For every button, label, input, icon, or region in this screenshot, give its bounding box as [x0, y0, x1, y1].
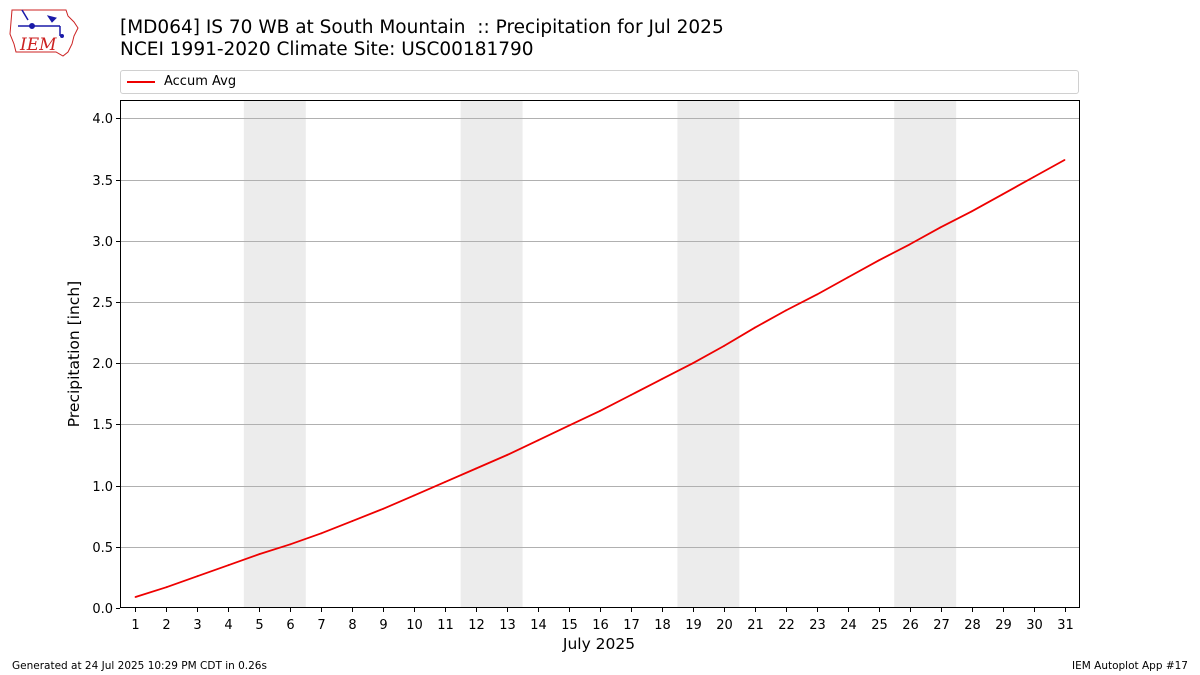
iem-logo: IEM	[9, 9, 79, 57]
x-tick-label: 9	[379, 618, 387, 633]
x-tick-label: 25	[871, 618, 888, 633]
x-tick-label: 29	[995, 618, 1012, 633]
weather-station-icon	[18, 9, 64, 38]
weekend-band	[243, 100, 306, 608]
x-tick-label: 15	[561, 618, 578, 633]
x-tick-label: 11	[437, 618, 454, 633]
y-tick-label: 4.0	[92, 112, 113, 127]
data-point	[692, 362, 694, 365]
data-point	[908, 243, 911, 246]
data-point	[661, 378, 663, 380]
x-tick-label: 27	[933, 618, 950, 633]
x-tick-label: 1	[131, 618, 139, 633]
data-point	[784, 309, 787, 312]
data-point	[506, 454, 508, 456]
x-tick-label: 12	[468, 618, 485, 633]
plot-frame	[120, 100, 1080, 608]
data-point	[320, 532, 323, 535]
data-point	[568, 424, 570, 427]
x-tick-label: 2	[162, 618, 170, 633]
iowa-outline-icon	[9, 9, 79, 57]
data-point	[537, 439, 539, 442]
data-point	[227, 564, 230, 567]
legend-label: Accum Avg	[164, 74, 237, 89]
data-point	[753, 326, 756, 329]
data-point	[1032, 176, 1035, 179]
data-point	[382, 507, 385, 510]
x-tick-label: 7	[317, 618, 325, 633]
x-tick-label: 3	[193, 618, 201, 633]
data-point	[630, 394, 632, 396]
data-point	[723, 345, 725, 347]
x-tick-label: 26	[902, 618, 919, 633]
data-point	[877, 259, 880, 262]
y-axis-label: Precipitation [inch]	[65, 281, 83, 427]
chart-title: [MD064] IS 70 WB at South Mountain :: Pr…	[120, 17, 724, 38]
footer-generated-text: Generated at 24 Jul 2025 10:29 PM CDT in…	[12, 660, 267, 672]
data-point	[846, 276, 849, 279]
x-tick-label: 17	[623, 618, 640, 633]
data-point	[413, 494, 416, 497]
x-tick-label: 4	[224, 618, 232, 633]
x-axis-label: July 2025	[562, 635, 635, 653]
data-point	[1001, 193, 1004, 196]
logo-text: IEM	[19, 35, 57, 55]
weekend-band	[894, 100, 957, 608]
x-tick-label: 31	[1057, 618, 1074, 633]
legend: Accum Avg	[120, 70, 1079, 94]
data-point	[475, 467, 477, 470]
x-tick-label: 14	[530, 618, 547, 633]
x-tick-label: 23	[809, 618, 826, 633]
y-tick-label: 3.5	[92, 174, 113, 189]
x-tick-label: 13	[499, 618, 516, 633]
data-point	[599, 410, 601, 412]
y-tick-label: 0.5	[92, 541, 113, 556]
x-tick-label: 30	[1026, 618, 1043, 633]
data-point	[970, 210, 973, 213]
x-tick-label: 8	[348, 618, 356, 633]
data-point	[351, 520, 354, 522]
data-point	[196, 575, 199, 578]
data-point	[165, 586, 168, 589]
footer-app-text: IEM Autoplot App #17	[1072, 660, 1188, 672]
data-point	[289, 543, 292, 546]
x-tick-label: 28	[964, 618, 981, 633]
x-tick-label: 19	[685, 618, 702, 633]
data-point	[258, 553, 261, 555]
x-tick-label: 5	[255, 618, 263, 633]
x-tick-label: 16	[592, 618, 609, 633]
data-point	[444, 481, 447, 483]
y-tick-label: 2.5	[92, 296, 113, 311]
x-tick-label: 22	[778, 618, 795, 633]
x-tick-label: 21	[747, 618, 764, 633]
x-tick-label: 20	[716, 618, 733, 633]
data-point	[939, 226, 942, 229]
chart-subtitle: NCEI 1991-2020 Climate Site: USC00181790	[120, 39, 534, 60]
y-tick-label: 0.0	[92, 602, 113, 617]
y-tick-label: 2.0	[92, 357, 113, 372]
x-tick-label: 10	[406, 618, 423, 633]
legend-swatch	[127, 81, 155, 83]
x-tick-label: 18	[654, 618, 671, 633]
x-tick-label: 24	[840, 618, 857, 633]
weekend-band	[460, 100, 523, 608]
x-tick-label: 6	[286, 618, 294, 633]
data-point	[1063, 159, 1066, 161]
data-point	[815, 293, 818, 296]
y-tick-label: 1.5	[92, 418, 113, 433]
y-tick-label: 3.0	[92, 235, 113, 250]
data-point	[134, 596, 137, 598]
y-tick-label: 1.0	[92, 480, 113, 495]
